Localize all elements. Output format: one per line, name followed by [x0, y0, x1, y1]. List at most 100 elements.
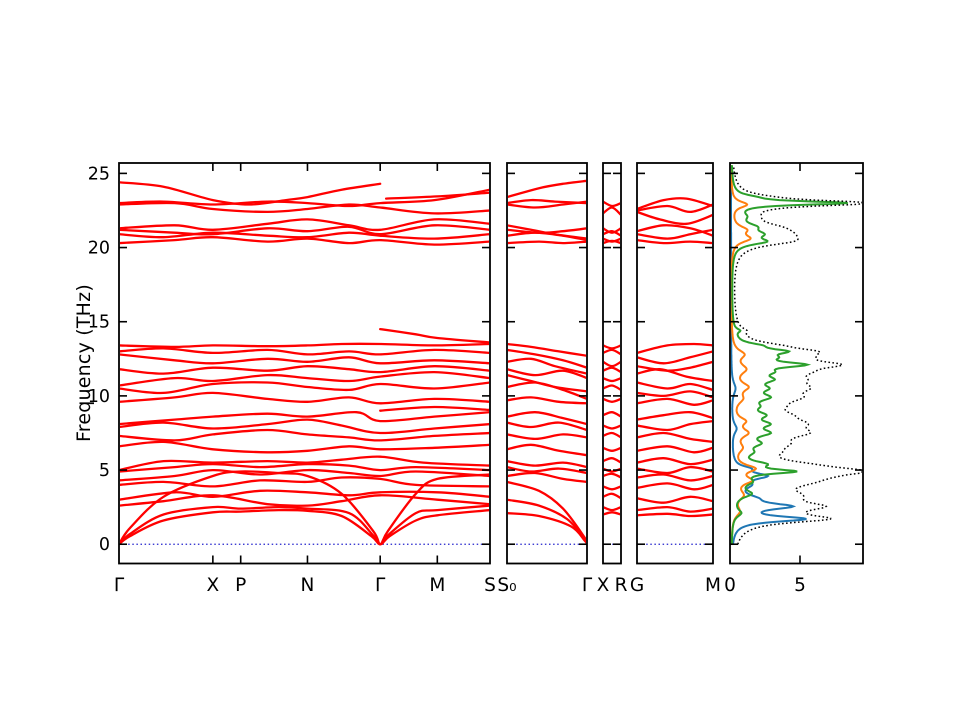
phonon-band: [120, 418, 489, 435]
phonon-band: [120, 181, 382, 206]
phonon-band: [508, 396, 586, 405]
phonon-band: [379, 327, 489, 344]
band-panel-2: S₀ Γ: [497, 162, 593, 596]
phonon-band: [120, 236, 489, 246]
x-tick-label: G: [630, 575, 644, 596]
phonon-band: [638, 211, 712, 226]
phonon-band: [604, 366, 620, 373]
phonon-band: [604, 398, 620, 403]
phonon-band: [604, 361, 620, 368]
phonon-band: [604, 206, 620, 216]
phonon-band: [508, 498, 586, 545]
phonon-band: [604, 377, 620, 383]
phonon-band: [638, 197, 712, 210]
phonon-band: [604, 492, 620, 499]
x-tick-label: S₀: [497, 575, 516, 596]
phonon-band: [120, 231, 489, 240]
phonon-band: [638, 431, 712, 443]
phonon-band: [379, 405, 489, 412]
phonon-band: [638, 445, 712, 454]
phonon-band: [120, 462, 489, 473]
x-tick-label: Γ: [375, 575, 386, 596]
phonon-band: [384, 191, 489, 200]
phonon-band: [638, 512, 712, 518]
phonon-band: [508, 512, 586, 545]
y-tick-label: 15: [88, 313, 110, 333]
phonon-band: [508, 411, 586, 426]
phonon-band: [120, 218, 489, 232]
phonon-band: [120, 201, 489, 215]
phonon-band: [508, 471, 586, 483]
phonon-band: [120, 494, 489, 507]
phonon-band: [638, 390, 712, 399]
y-tick-label: 25: [88, 164, 110, 184]
phonon-band: [638, 397, 712, 406]
phonon-band: [120, 342, 489, 349]
phonon-band: [638, 224, 712, 237]
phonon-band: [604, 230, 620, 237]
phonon-band: [120, 347, 489, 356]
x-tick-label: Γ: [582, 575, 593, 596]
phonon-band: [508, 200, 586, 209]
panel-frame: [729, 162, 864, 565]
phonon-band: [604, 424, 620, 430]
x-tick-label: M: [705, 575, 721, 596]
phonon-band: [638, 410, 712, 421]
phonon-band: [120, 504, 489, 546]
phonon-band: [508, 179, 586, 199]
pdos-orange: [731, 165, 758, 545]
phonon-band: [120, 353, 489, 365]
phonon-band: [604, 485, 620, 491]
x-tick-label: M: [429, 575, 445, 596]
phonon-band: [120, 455, 489, 472]
phonon-band: [120, 365, 489, 375]
phonon-band: [120, 411, 489, 426]
y-tick-label: 20: [88, 239, 110, 259]
pdos-green: [731, 165, 848, 545]
phonon-band: [638, 465, 712, 475]
phonon-band: [604, 348, 620, 356]
panel-frame: [602, 162, 622, 565]
phonon-band: [638, 342, 712, 354]
phonon-band: [638, 473, 712, 482]
phonon-band: [508, 466, 586, 474]
phonon-band: [508, 342, 586, 357]
phonon-band: [508, 460, 586, 469]
phonon-band: [638, 482, 712, 491]
x-tick-label: N: [301, 575, 315, 596]
panel-frame: [506, 162, 588, 565]
x-tick-label: P: [235, 575, 246, 596]
phonon-band: [120, 391, 489, 405]
phonon-band: [604, 239, 620, 244]
x-tick-label: 5: [794, 575, 806, 596]
phonon-band: [638, 368, 712, 383]
phonon-band: [604, 411, 620, 418]
x-tick-label: X: [207, 575, 220, 596]
phonon-band: [604, 506, 620, 512]
x-tick-label: X: [597, 575, 610, 596]
phonon-band: [120, 508, 489, 546]
phonon-band: [508, 231, 586, 242]
phonon-band: [604, 227, 620, 234]
total-dos-dotted: [732, 165, 862, 545]
phonon-band: [604, 344, 620, 350]
phonon-band: [638, 203, 712, 214]
phonon-band: [604, 200, 620, 208]
phonon-band: [638, 457, 712, 466]
phonon-band: [508, 381, 586, 400]
phonon-band: [508, 433, 586, 441]
panel-frame: [118, 162, 491, 565]
phonon-band: [604, 431, 620, 439]
y-tick-label: 0: [99, 535, 110, 555]
phonon-band: [638, 239, 712, 245]
phonon-band: [508, 443, 586, 457]
phonon-band: [120, 370, 489, 387]
phonon-band: [508, 480, 586, 545]
y-tick-label: 10: [88, 387, 110, 407]
phonon-band: [638, 360, 712, 372]
phonon-band: [604, 511, 620, 516]
